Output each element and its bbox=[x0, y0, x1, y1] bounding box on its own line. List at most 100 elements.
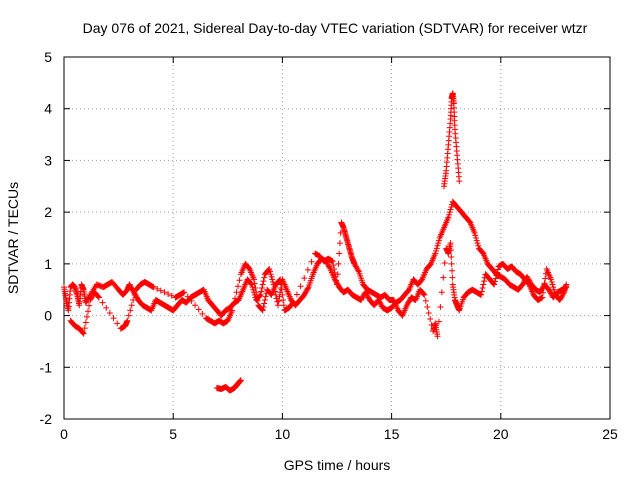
data-point bbox=[545, 286, 552, 293]
data-point bbox=[557, 295, 564, 302]
y-axis-label: SDTVAR / TECUs bbox=[5, 182, 21, 294]
data-point bbox=[127, 307, 134, 314]
data-point bbox=[449, 274, 456, 281]
data-point bbox=[181, 289, 188, 296]
data-point bbox=[551, 289, 558, 296]
data-point bbox=[301, 291, 308, 298]
data-point bbox=[541, 280, 548, 287]
data-point bbox=[266, 266, 273, 273]
data-point bbox=[493, 272, 500, 279]
data-point bbox=[456, 178, 463, 185]
data-point bbox=[165, 291, 172, 298]
data-point bbox=[425, 309, 432, 316]
data-point bbox=[261, 297, 268, 304]
data-point bbox=[479, 249, 486, 256]
data-point bbox=[127, 282, 134, 289]
data-point bbox=[302, 289, 309, 296]
data-point bbox=[363, 291, 370, 298]
data-point bbox=[438, 289, 445, 296]
y-tick-label: 1 bbox=[44, 256, 52, 272]
data-point bbox=[276, 277, 283, 284]
data-point bbox=[519, 281, 526, 288]
data-point bbox=[249, 284, 256, 291]
data-point bbox=[433, 245, 440, 252]
data-point bbox=[354, 266, 361, 273]
data-point bbox=[478, 288, 485, 295]
data-point bbox=[558, 293, 565, 300]
data-point bbox=[329, 258, 336, 265]
data-point bbox=[336, 250, 343, 257]
data-point bbox=[114, 320, 121, 327]
data-point bbox=[304, 285, 311, 292]
data-point bbox=[494, 266, 501, 273]
data-point bbox=[405, 299, 412, 306]
data-point bbox=[262, 293, 269, 300]
series-0 bbox=[61, 198, 570, 319]
data-point bbox=[353, 264, 360, 271]
data-point bbox=[234, 283, 241, 290]
data-point bbox=[525, 280, 532, 287]
data-point bbox=[448, 203, 455, 210]
data-point bbox=[297, 283, 304, 290]
data-point bbox=[542, 275, 549, 282]
data-point bbox=[87, 297, 94, 304]
data-point bbox=[405, 287, 412, 294]
data-point bbox=[480, 281, 487, 288]
data-point bbox=[79, 329, 86, 336]
data-point bbox=[331, 276, 338, 283]
data-point bbox=[351, 260, 358, 267]
x-tick-label: 20 bbox=[493, 426, 509, 442]
y-tick-label: 0 bbox=[44, 308, 52, 324]
y-tick-label: 2 bbox=[44, 204, 52, 220]
data-point bbox=[81, 325, 88, 332]
data-point bbox=[88, 294, 95, 301]
data-point bbox=[445, 214, 452, 221]
data-point bbox=[336, 240, 343, 247]
data-point bbox=[548, 290, 555, 297]
data-point bbox=[110, 315, 117, 322]
data-point bbox=[364, 293, 371, 300]
data-point bbox=[539, 294, 546, 301]
data-point bbox=[326, 264, 333, 271]
data-point bbox=[441, 259, 448, 266]
data-point bbox=[334, 281, 340, 288]
data-point bbox=[550, 286, 557, 293]
data-point bbox=[448, 253, 455, 260]
data-point bbox=[333, 277, 340, 284]
data-point bbox=[253, 293, 260, 300]
data-point bbox=[548, 276, 555, 283]
y-tick-label: -2 bbox=[40, 411, 53, 427]
y-tick-label: -1 bbox=[40, 359, 53, 375]
data-point bbox=[237, 377, 244, 384]
data-point bbox=[195, 306, 202, 313]
x-tick-label: 15 bbox=[384, 426, 400, 442]
data-point bbox=[559, 291, 566, 298]
x-tick-label: 10 bbox=[275, 426, 291, 442]
data-point bbox=[556, 297, 563, 304]
data-point bbox=[150, 284, 157, 291]
data-point bbox=[192, 302, 199, 309]
data-point bbox=[377, 300, 384, 307]
data-point bbox=[233, 289, 240, 296]
data-point bbox=[230, 301, 237, 308]
data-point bbox=[289, 300, 296, 307]
data-point bbox=[254, 297, 261, 304]
data-point bbox=[475, 242, 482, 249]
data-point bbox=[279, 291, 286, 298]
data-point bbox=[259, 281, 266, 288]
data-point bbox=[280, 297, 287, 304]
data-point bbox=[245, 265, 252, 272]
data-point bbox=[358, 297, 365, 304]
chart-title: Day 076 of 2021, Sidereal Day-to-day VTE… bbox=[83, 20, 588, 36]
data-point bbox=[352, 262, 359, 269]
data-point bbox=[403, 302, 410, 309]
data-point bbox=[330, 262, 337, 269]
data-point bbox=[80, 330, 87, 337]
data-point bbox=[308, 258, 315, 265]
data-point bbox=[128, 285, 135, 292]
data-point bbox=[124, 317, 131, 324]
data-point bbox=[331, 266, 338, 273]
data-point bbox=[427, 316, 434, 323]
data-point bbox=[259, 306, 266, 313]
